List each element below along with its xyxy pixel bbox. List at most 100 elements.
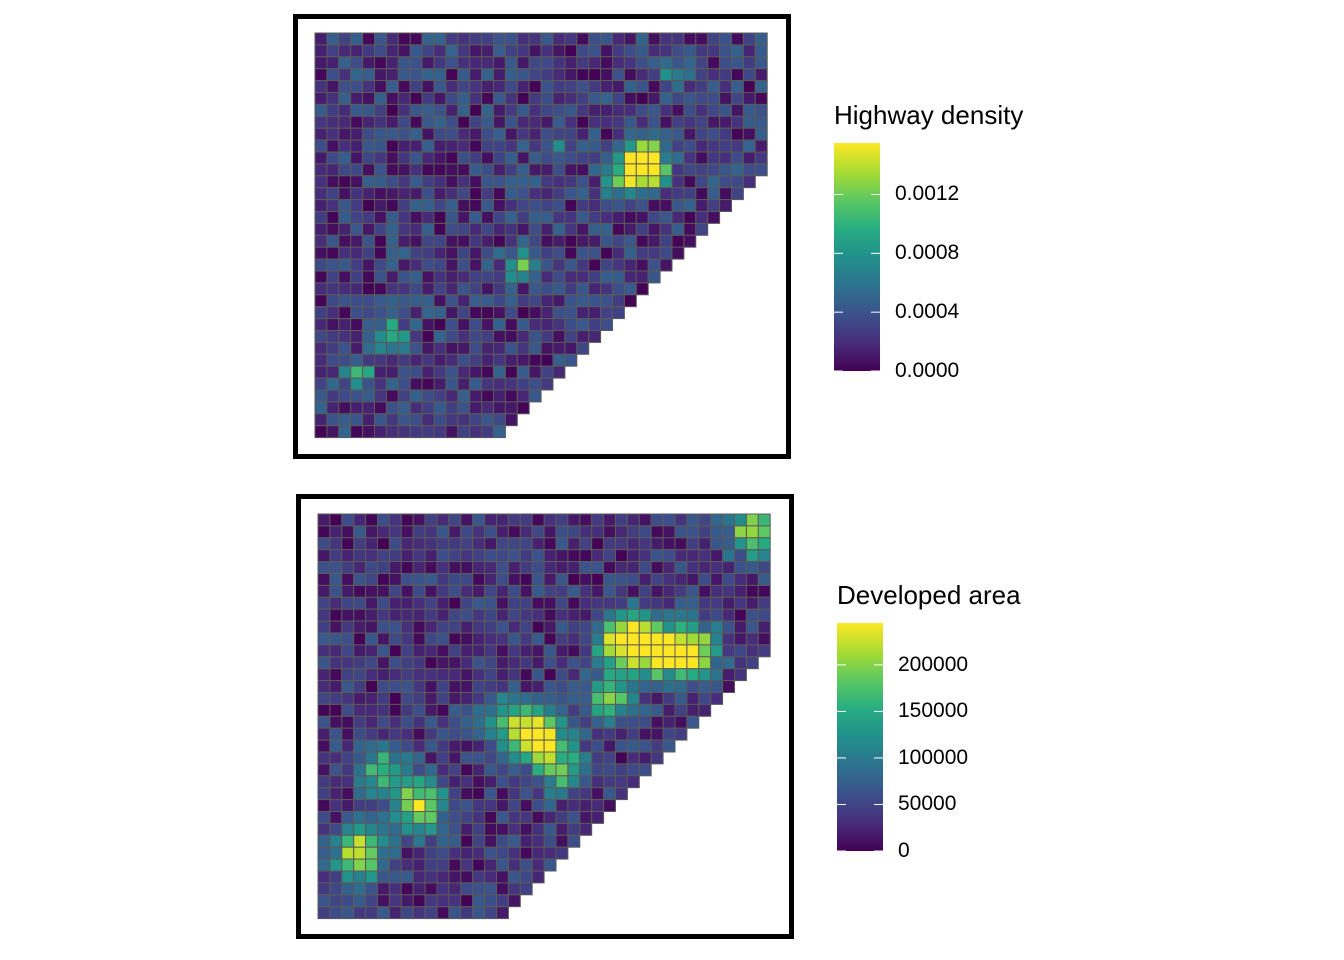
developed-cell — [448, 882, 462, 896]
developed-cell — [388, 561, 402, 574]
developed-cell — [484, 751, 498, 765]
developed-cell — [460, 751, 474, 765]
developed-cell — [388, 537, 402, 551]
developed-cell — [757, 644, 771, 658]
developed-cell — [317, 680, 331, 693]
developed-cell — [555, 644, 569, 658]
developed-cell — [626, 525, 640, 539]
developed-cell — [365, 822, 379, 836]
developed-cell — [567, 680, 581, 693]
developed-cell — [400, 727, 414, 741]
developed-cell — [615, 775, 628, 789]
developed-cell — [472, 656, 486, 670]
developed-cell — [519, 703, 533, 717]
developed-cell — [365, 573, 379, 586]
developed-cell — [555, 787, 569, 801]
developed-cell — [460, 763, 474, 777]
developed-cell — [400, 763, 414, 777]
developed-cell — [317, 692, 331, 705]
developed-cell — [507, 608, 521, 622]
developed-cell — [757, 596, 771, 610]
highway-tick-label: 0.0004 — [895, 300, 960, 324]
developed-cell — [341, 834, 355, 848]
developed-cell — [365, 549, 379, 563]
developed-cell — [472, 632, 486, 646]
developed-cell — [377, 787, 390, 801]
developed-cell — [674, 537, 688, 551]
developed-cell — [448, 727, 462, 741]
developed-cell — [591, 596, 605, 610]
highway-cell — [623, 294, 637, 308]
developed-cell — [638, 668, 652, 682]
developed-cell — [448, 525, 462, 539]
developed-cell — [662, 668, 676, 682]
developed-cell — [579, 525, 593, 539]
developed-cell — [412, 787, 426, 801]
developed-cell — [365, 715, 379, 729]
developed-cell — [472, 870, 486, 884]
developed-cell — [650, 644, 664, 658]
developed-cell — [484, 846, 498, 860]
developed-cell — [472, 703, 486, 717]
developed-cell — [745, 561, 759, 574]
developed-cell — [603, 573, 616, 586]
developed-cell — [698, 644, 712, 658]
developed-cell — [496, 727, 509, 741]
developed-cell — [567, 811, 581, 824]
developed-cell — [400, 513, 414, 527]
developed-cell — [543, 834, 557, 848]
developed-cell — [365, 811, 379, 824]
developed-cell — [436, 608, 450, 622]
developed-cell — [555, 822, 569, 836]
developed-cell — [388, 656, 402, 670]
developed-cell — [353, 775, 367, 789]
developed-cell — [579, 584, 593, 598]
developed-cell — [722, 632, 735, 646]
developed-cell — [745, 620, 759, 634]
developed-cell — [472, 727, 486, 741]
developed-cell — [662, 739, 676, 753]
developed-cell — [329, 656, 343, 670]
developed-cell — [460, 632, 474, 646]
developed-cell — [543, 549, 557, 563]
developed-cell — [353, 656, 367, 670]
developed-cell — [317, 858, 331, 872]
developed-cell — [388, 846, 402, 860]
developed-cell — [567, 692, 581, 705]
developed-cell — [567, 561, 581, 574]
developed-cell — [412, 858, 426, 872]
developed-cell — [341, 703, 355, 717]
developed-cell — [615, 680, 628, 693]
developed-cell — [329, 787, 343, 801]
developed-cell — [603, 668, 616, 682]
developed-cell — [579, 656, 593, 670]
developed-cell — [353, 632, 367, 646]
developed-cell — [341, 525, 355, 539]
developed-cell — [484, 549, 498, 563]
developed-cell — [757, 549, 771, 563]
developed-cell — [341, 668, 355, 682]
developed-cell — [436, 513, 450, 527]
developed-cell — [626, 692, 640, 705]
developed-cell — [555, 561, 569, 574]
developed-cell — [496, 906, 509, 920]
developed-cell — [341, 596, 355, 610]
developed-cell — [400, 894, 414, 908]
developed-cell — [377, 632, 390, 646]
developed-cell — [329, 834, 343, 848]
highway-cell — [635, 282, 649, 296]
highway-cell — [564, 353, 578, 367]
developed-cell — [424, 906, 438, 920]
developed-cell — [674, 561, 688, 574]
developed-cell — [543, 584, 557, 598]
developed-cell — [484, 727, 498, 741]
developed-cell — [353, 763, 367, 777]
developed-cell — [460, 584, 474, 598]
developed-cell — [543, 739, 557, 753]
developed-cell — [543, 775, 557, 789]
developed-cell — [353, 596, 367, 610]
developed-cell — [484, 715, 498, 729]
developed-cell — [615, 668, 628, 682]
developed-cell — [388, 739, 402, 753]
developed-cell — [603, 596, 616, 610]
